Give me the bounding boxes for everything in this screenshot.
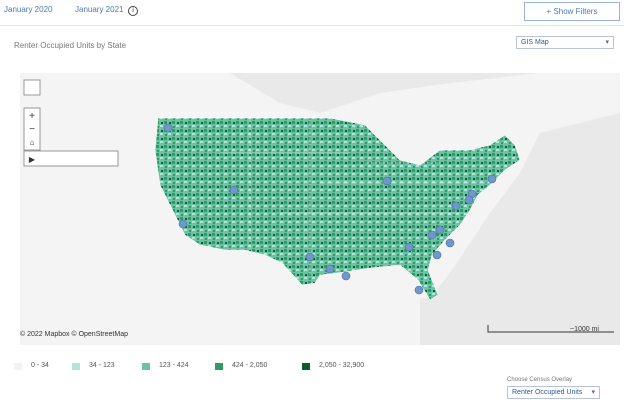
legend-swatch [72, 363, 80, 370]
legend-label: 424 - 2,050 [232, 362, 268, 369]
search-tool[interactable] [23, 79, 41, 96]
legend-swatch [14, 363, 22, 370]
legend-swatch [215, 363, 223, 370]
selection-tools[interactable] [23, 150, 119, 167]
date-start[interactable]: January 2020 [4, 5, 53, 14]
divider [0, 25, 624, 26]
date-end[interactable]: January 2021 [75, 5, 124, 14]
svg-text:⌂: ⌂ [30, 138, 35, 147]
overlay-select[interactable]: Renter Occupied Units [507, 386, 600, 399]
info-icon[interactable]: i [128, 6, 138, 16]
zoom-tools[interactable] [23, 107, 41, 151]
city-markers[interactable] [163, 123, 497, 295]
legend-label: 0 - 34 [31, 362, 49, 369]
show-filters-button[interactable]: + Show Filters [524, 2, 620, 21]
svg-text:+: + [29, 111, 35, 122]
map-toolbar: + − ⌂ ▶ [23, 79, 119, 167]
legend-label: 123 - 424 [159, 362, 189, 369]
svg-text:▶: ▶ [29, 155, 36, 164]
scale-bar [487, 325, 614, 333]
legend: 0 - 34 34 - 123 123 - 424 424 - 2,050 2,050 … [0, 360, 500, 374]
legend-label: 34 - 123 [89, 362, 115, 369]
map: + − ⌂ ▶ [20, 73, 620, 345]
scale-label: ~1000 mi [570, 326, 599, 333]
view-select[interactable]: GIS Map [516, 36, 614, 49]
legend-swatch [302, 363, 310, 370]
attribution: © 2022 Mapbox © OpenStreetMap [20, 331, 128, 338]
map-title: Renter Occupied Units by State [14, 41, 127, 50]
overlay-label: Choose Census Overlay [507, 377, 573, 383]
legend-swatch [142, 363, 150, 370]
legend-label: 2,050 - 32,900 [319, 362, 365, 369]
state-borders [220, 118, 490, 275]
svg-text:−: − [29, 124, 35, 135]
us-choropleth [154, 117, 521, 301]
